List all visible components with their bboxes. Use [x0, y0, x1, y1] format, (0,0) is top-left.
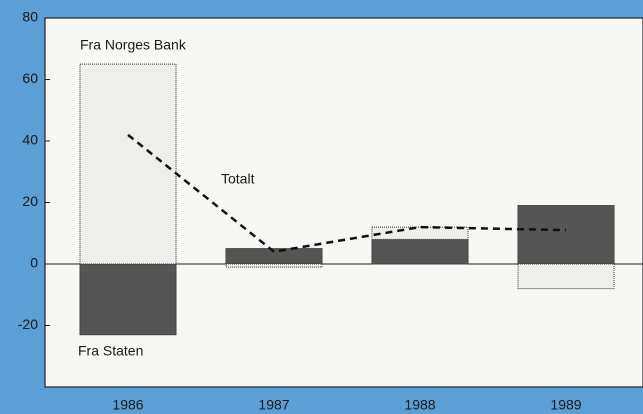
- y-tick-label: 0: [30, 255, 38, 271]
- series-label: Totalt: [221, 171, 255, 187]
- bar: [79, 263, 177, 336]
- y-tick-label: 40: [22, 132, 38, 148]
- y-tick-label: 80: [22, 9, 38, 25]
- bar: [225, 263, 323, 268]
- bar: [517, 263, 615, 290]
- x-tick-label: 1987: [258, 397, 289, 413]
- bar: [371, 238, 469, 265]
- series-label: Fra Norges Bank: [80, 37, 187, 53]
- bar: [79, 63, 177, 265]
- y-tick-label: -20: [18, 316, 38, 332]
- bar: [517, 205, 615, 265]
- y-tick-label: 60: [22, 70, 38, 86]
- total-line: [127, 133, 567, 254]
- bar: [371, 226, 469, 240]
- x-tick-label: 1989: [550, 397, 581, 413]
- y-tick-label: 20: [22, 193, 38, 209]
- x-tick-label: 1988: [404, 397, 435, 413]
- x-tick-label: 1986: [112, 397, 143, 413]
- series-label: Fra Staten: [78, 343, 143, 359]
